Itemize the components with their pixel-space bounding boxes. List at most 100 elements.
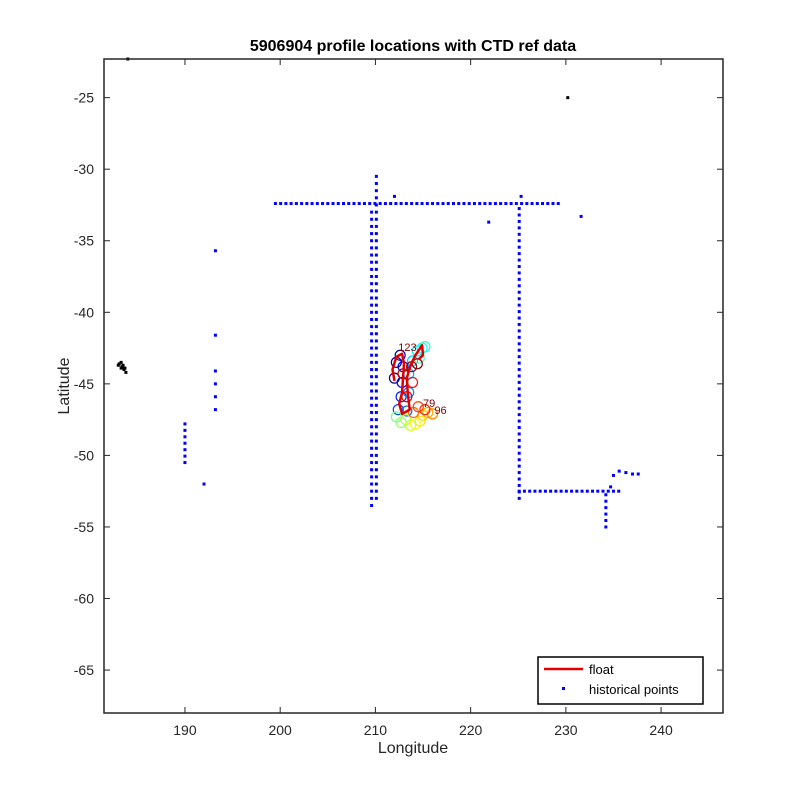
historical-point <box>517 471 521 475</box>
historical-point <box>601 489 605 493</box>
y-axis: -25 -30 -35 -40 -45 -50 -55 -60 -65 <box>74 90 723 678</box>
float-profile-marker <box>394 349 406 361</box>
historical-point <box>370 439 374 443</box>
historical-point <box>487 220 491 224</box>
historical-point <box>374 360 378 364</box>
historical-point <box>326 202 330 206</box>
historical-point <box>370 418 374 422</box>
historical-point <box>394 202 398 206</box>
historical-point <box>431 202 435 206</box>
historical-point <box>517 451 521 455</box>
historical-point <box>517 445 521 449</box>
coast-point <box>120 365 124 369</box>
historical-point <box>374 425 378 429</box>
historical-point <box>504 202 508 206</box>
historical-point <box>370 382 374 386</box>
historical-point <box>517 252 521 256</box>
historical-point <box>604 512 608 516</box>
historical-point <box>374 275 378 279</box>
historical-point <box>420 202 424 206</box>
historical-point <box>202 482 206 486</box>
y-tick-label: -35 <box>74 233 94 249</box>
historical-point <box>517 393 521 397</box>
historical-point <box>415 202 419 206</box>
historical-point <box>370 389 374 393</box>
historical-point <box>564 489 568 493</box>
historical-point <box>374 189 378 193</box>
historical-point <box>611 489 615 493</box>
historical-point <box>183 448 187 452</box>
historical-point <box>457 202 461 206</box>
coast-point <box>119 360 123 364</box>
historical-point <box>370 353 374 357</box>
historical-point <box>517 477 521 481</box>
historical-point <box>559 489 563 493</box>
historical-point <box>370 346 374 350</box>
y-tick-label: -50 <box>74 447 94 463</box>
historical-point <box>374 289 378 293</box>
historical-point <box>546 202 550 206</box>
historical-point <box>370 253 374 257</box>
historical-point <box>357 202 361 206</box>
historical-point <box>517 290 521 294</box>
legend: float historical points <box>537 656 704 705</box>
historical-point <box>213 395 217 399</box>
historical-point <box>517 342 521 346</box>
y-tick-label: -65 <box>74 662 94 678</box>
historical-point <box>374 389 378 393</box>
coast-point <box>566 96 570 100</box>
historical-point <box>383 202 387 206</box>
historical-point <box>538 489 542 493</box>
historical-point <box>514 202 518 206</box>
historical-point <box>549 489 553 493</box>
historical-point <box>370 232 374 236</box>
historical-point <box>517 368 521 372</box>
coast-point <box>116 363 120 367</box>
historical-point <box>370 260 374 264</box>
historical-point <box>370 339 374 343</box>
historical-point <box>370 246 374 250</box>
historical-point <box>374 396 378 400</box>
historical-point <box>336 202 340 206</box>
historical-point <box>517 322 521 326</box>
historical-point <box>392 194 396 198</box>
historical-point <box>370 396 374 400</box>
historical-point <box>517 361 521 365</box>
historical-point <box>294 202 298 206</box>
historical-point <box>183 441 187 445</box>
float-profile-label: 79 <box>423 398 435 410</box>
historical-point <box>370 239 374 243</box>
historical-point <box>183 422 187 426</box>
historical-point <box>374 232 378 236</box>
historical-point <box>374 303 378 307</box>
axes-border <box>103 58 724 714</box>
historical-point <box>604 493 608 497</box>
historical-point <box>517 432 521 436</box>
historical-point <box>517 239 521 243</box>
historical-point <box>321 202 325 206</box>
historical-point <box>374 217 378 221</box>
historical-point <box>370 432 374 436</box>
historical-point <box>517 258 521 262</box>
historical-point <box>525 202 529 206</box>
historical-point <box>374 253 378 257</box>
historical-point <box>478 202 482 206</box>
historical-point <box>315 202 319 206</box>
historical-point <box>374 482 378 486</box>
historical-point <box>183 454 187 458</box>
historical-point <box>585 489 589 493</box>
historical-point <box>374 210 378 214</box>
x-tick-label: 230 <box>554 722 578 738</box>
historical-point <box>517 496 521 500</box>
historical-point <box>347 202 351 206</box>
historical-point <box>374 182 378 186</box>
historical-point <box>370 317 374 321</box>
historical-point <box>370 267 374 271</box>
historical-point <box>213 408 217 412</box>
historical-point <box>517 489 521 493</box>
historical-point <box>374 317 378 321</box>
historical-point <box>517 348 521 352</box>
historical-point <box>493 202 497 206</box>
historical-point <box>528 489 532 493</box>
float-track <box>391 343 425 416</box>
